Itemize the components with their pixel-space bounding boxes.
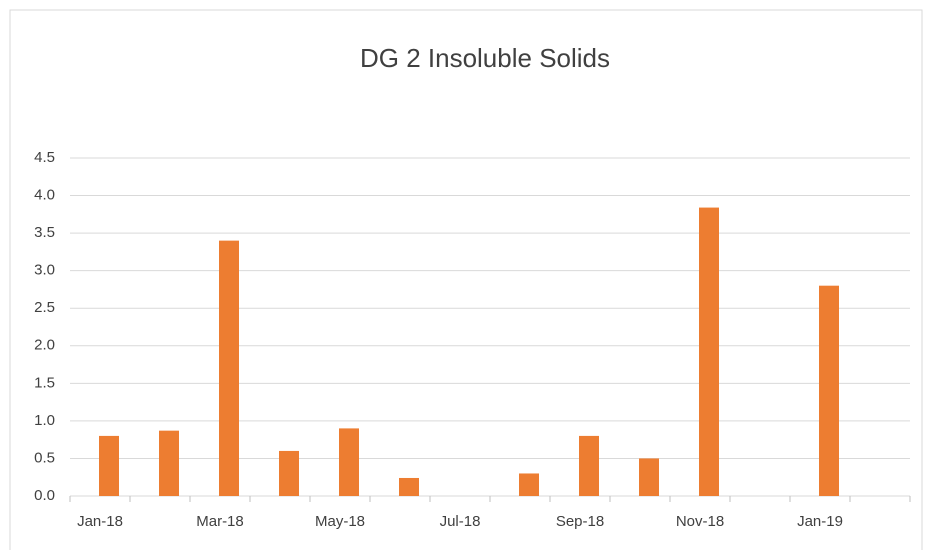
bar [399, 477, 419, 496]
x-tick-label: Mar-18 [196, 513, 244, 530]
x-tick-label: Jul-18 [440, 513, 481, 530]
bar [99, 435, 119, 496]
bar [339, 428, 359, 496]
bar [639, 458, 659, 496]
y-tick-label: 3.5 [34, 224, 55, 241]
bar [819, 285, 839, 496]
x-tick-label: May-18 [315, 513, 365, 530]
bar [699, 207, 719, 496]
bar [519, 473, 539, 496]
y-tick-label: 2.0 [34, 337, 55, 354]
y-tick-label: 1.5 [34, 374, 55, 391]
x-tick-label: Nov-18 [676, 513, 724, 530]
y-tick-label: 4.0 [34, 187, 55, 204]
y-tick-label: 0.0 [34, 487, 55, 504]
y-tick-label: 3.0 [34, 262, 55, 279]
y-tick-label: 4.5 [34, 149, 55, 166]
x-tick-label: Jan-18 [77, 513, 123, 530]
bar [279, 450, 299, 496]
x-tick-label: Sep-18 [556, 513, 604, 530]
chart-border [9, 9, 923, 550]
y-tick-label: 1.0 [34, 412, 55, 429]
bar [219, 240, 239, 496]
x-tick-label: Jan-19 [797, 513, 843, 530]
y-tick-label: 2.5 [34, 299, 55, 316]
bar [579, 435, 599, 496]
chart-title: DG 2 Insoluble Solids [360, 43, 610, 73]
y-tick-label: 0.5 [34, 449, 55, 466]
bar [159, 430, 179, 496]
